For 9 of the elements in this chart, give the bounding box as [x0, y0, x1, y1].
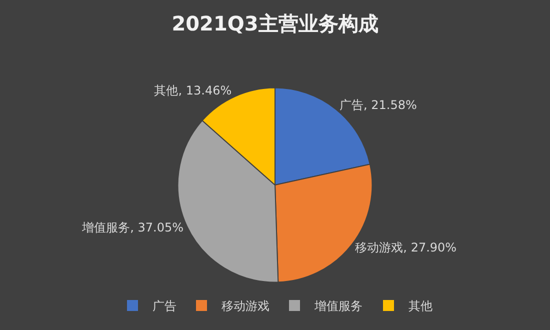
- data-label: 增值服务, 37.05%: [81, 220, 184, 235]
- data-label: 广告, 21.58%: [339, 98, 417, 112]
- legend-label: 广告: [152, 299, 176, 314]
- legend-label: 增值服务: [314, 299, 362, 314]
- data-label: 移动游戏, 27.90%: [355, 240, 457, 254]
- chart-title: 2021Q3主营业务构成: [172, 12, 378, 36]
- legend-label: 移动游戏: [222, 299, 270, 314]
- data-label: 其他, 13.46%: [154, 84, 232, 98]
- legend-label: 其他: [408, 299, 432, 314]
